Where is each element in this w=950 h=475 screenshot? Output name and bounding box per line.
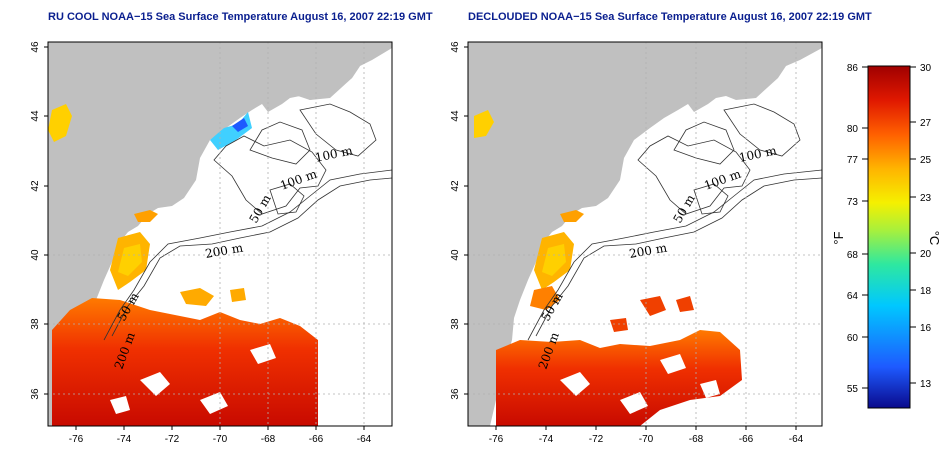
right-lon-axis	[495, 426, 797, 430]
left-panel-title: RU COOL NOAA−15 Sea Surface Temperature …	[48, 11, 433, 23]
colorbar	[867, 65, 911, 409]
left-lat-tick: 40	[30, 249, 41, 261]
right-lon-tick: -64	[789, 434, 804, 445]
colorbar-c-tick: 27	[920, 118, 932, 129]
right-lon-tick: -68	[689, 434, 704, 445]
land-mass	[48, 42, 392, 426]
right-lat-tick: 44	[450, 110, 461, 122]
left-lat-tick: 36	[30, 388, 41, 400]
colorbar-f-tick: 64	[847, 291, 859, 302]
right-lat-tick: 46	[450, 41, 461, 53]
right-lat-tick: 42	[450, 180, 461, 192]
right-lon-tick: -70	[639, 434, 654, 445]
left-lat-tick: 38	[30, 318, 41, 330]
right-map	[468, 42, 822, 426]
left-lat-axis	[44, 46, 48, 395]
right-lon-tick: -72	[589, 434, 604, 445]
right-panel-title: DECLOUDED NOAA−15 Sea Surface Temperatur…	[468, 11, 872, 23]
left-lon-axis	[75, 426, 365, 430]
colorbar-fahrenheit-label: °F	[831, 231, 846, 244]
left-lat-tick: 42	[30, 180, 41, 192]
colorbar-c-tick: 30	[920, 63, 932, 74]
colorbar-f-tick: 77	[847, 155, 859, 166]
right-lat-tick: 36	[450, 388, 461, 400]
colorbar-f-tick: 73	[847, 197, 859, 208]
right-lat-tick: 38	[450, 318, 461, 330]
right-lat-axis	[464, 46, 468, 395]
colorbar-f-tick: 60	[847, 333, 859, 344]
colorbar-f-tick: 80	[847, 124, 859, 135]
bathy-label-200m: 200 m	[628, 240, 669, 261]
colorbar-f-tick: 55	[847, 384, 859, 395]
left-lat-tick: 44	[30, 110, 41, 122]
colorbar-c-tick: 18	[920, 286, 932, 297]
right-lon-tick: -76	[489, 434, 504, 445]
colorbar-f-tick: 68	[847, 250, 859, 261]
colorbar-c-tick: 25	[920, 155, 932, 166]
right-lon-tick: -74	[539, 434, 554, 445]
colorbar-c-tick: 20	[920, 249, 932, 260]
left-lon-tick: -72	[165, 434, 180, 445]
colorbar-c-tick: 13	[920, 379, 932, 390]
colorbar-c-tick: 23	[920, 193, 932, 204]
left-map	[48, 42, 392, 426]
right-lon-tick: -66	[739, 434, 754, 445]
right-lat-tick: 40	[450, 249, 461, 261]
left-lon-tick: -76	[69, 434, 84, 445]
colorbar-c-tick: 16	[920, 323, 932, 334]
left-lon-tick: -66	[309, 434, 324, 445]
bathymetry-contours	[527, 103, 822, 341]
colorbar-ticks	[862, 66, 916, 389]
right-map-frame	[467, 41, 823, 427]
bathy-label-200m: 200 m	[204, 240, 245, 261]
bathymetry-contours	[103, 103, 392, 341]
left-lon-tick: -74	[117, 434, 132, 445]
land-mass	[468, 42, 822, 426]
left-lat-tick: 46	[30, 41, 41, 53]
left-lon-tick: -70	[213, 434, 228, 445]
colorbar-celsius-label: °C	[927, 231, 942, 246]
left-lon-tick: -68	[261, 434, 276, 445]
left-lon-tick: -64	[357, 434, 372, 445]
colorbar-f-tick: 86	[847, 63, 859, 74]
